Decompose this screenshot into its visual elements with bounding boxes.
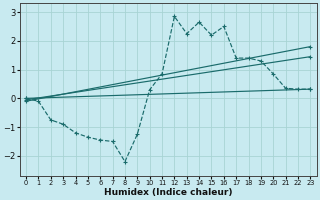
X-axis label: Humidex (Indice chaleur): Humidex (Indice chaleur) [104, 188, 232, 197]
